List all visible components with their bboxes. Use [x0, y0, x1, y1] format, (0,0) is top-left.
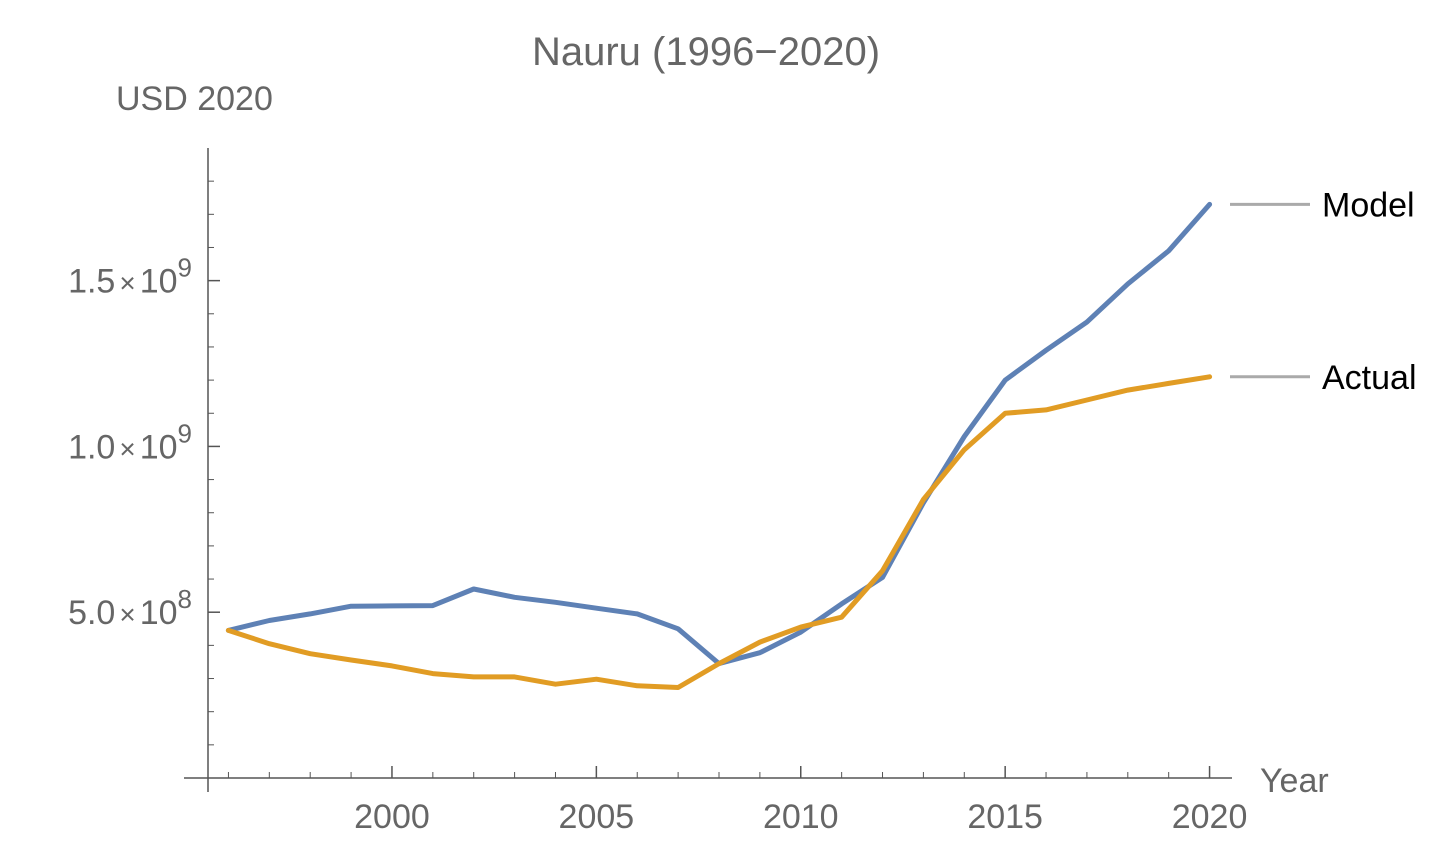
- legend-label-actual: Actual: [1322, 359, 1417, 397]
- x-tick-label: 2010: [763, 798, 839, 836]
- y-ticks: 5.0 × 108 1.0 × 109 1.5 × 109: [68, 180, 220, 746]
- x-tick-label: 2020: [1172, 798, 1248, 836]
- series-line-actual: [225, 374, 1213, 690]
- series-layer: [225, 201, 1213, 690]
- x-ticks: 2000 2005 2010 2015 2020: [227, 766, 1248, 836]
- y-tick-label: 5.0 × 108: [68, 584, 192, 632]
- x-tick-label: 2005: [559, 798, 635, 836]
- x-axis-label: Year: [1260, 762, 1329, 800]
- y-tick-label: 1.5 × 109: [68, 253, 192, 301]
- legend: Model Actual: [1230, 186, 1417, 397]
- y-axis-label: USD 2020: [116, 80, 273, 118]
- x-tick-label: 2000: [354, 798, 430, 836]
- series-line-model: [225, 201, 1213, 667]
- x-tick-label: 2015: [967, 798, 1043, 836]
- legend-label-model: Model: [1322, 186, 1415, 224]
- y-tick-label: 1.0 × 109: [68, 418, 192, 466]
- axes: [184, 148, 1232, 792]
- chart-title: Nauru (1996−2020): [532, 30, 880, 74]
